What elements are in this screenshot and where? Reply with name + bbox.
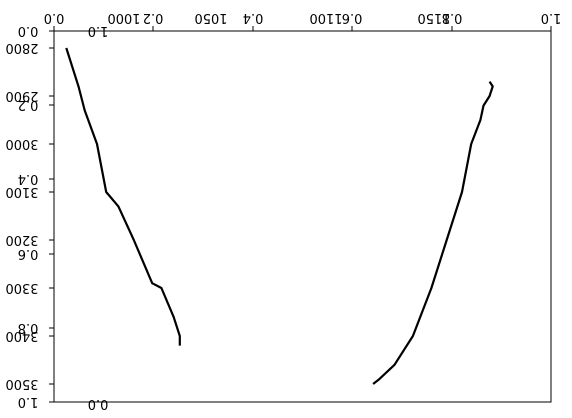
left-tick-label: 1.0 bbox=[18, 394, 39, 409]
top-tick-label-secondary: 1050 bbox=[194, 10, 227, 25]
plot-frame bbox=[53, 30, 552, 403]
left-tick-label-secondary: 2800 bbox=[5, 40, 38, 55]
left-tick-label-secondary: 3100 bbox=[5, 184, 38, 199]
top-tick-label: 0.0 bbox=[44, 10, 65, 25]
series-line-right bbox=[65, 47, 181, 346]
left-tick-label-secondary: 3200 bbox=[5, 232, 38, 247]
left-tick-label: 0.8 bbox=[18, 320, 39, 335]
left-tick-label-secondary: 3300 bbox=[5, 280, 38, 295]
top-tick-label: 1.0 bbox=[541, 10, 562, 25]
left-tick-label-secondary: 3000 bbox=[5, 136, 38, 151]
left-tick-label-secondary: 2900 bbox=[5, 88, 38, 103]
bottom-mirror-label: 0.0 bbox=[88, 396, 109, 411]
left-tick-label: 0.0 bbox=[18, 23, 39, 38]
top-tick-label: 0.2 bbox=[143, 10, 164, 25]
top-tick-label-secondary: 1100 bbox=[309, 10, 342, 25]
top-tick-label: 0.4 bbox=[243, 10, 264, 25]
left-tick-label-secondary: 3500 bbox=[5, 376, 38, 391]
top-tick-label-secondary: 1150 bbox=[417, 10, 450, 25]
left-tick-label-secondary: 3400 bbox=[5, 328, 38, 343]
top-mirror-label: 1.0 bbox=[88, 23, 109, 38]
top-tick-label-secondary: 1000 bbox=[107, 10, 140, 25]
left-tick-label: 0.4 bbox=[18, 171, 39, 186]
left-tick-label: 0.2 bbox=[18, 97, 39, 112]
top-tick-label: 0.6 bbox=[342, 10, 363, 25]
top-tick-label: 0.8 bbox=[442, 10, 463, 25]
left-tick-label: 0.6 bbox=[18, 246, 39, 261]
series-line-left bbox=[372, 81, 494, 385]
